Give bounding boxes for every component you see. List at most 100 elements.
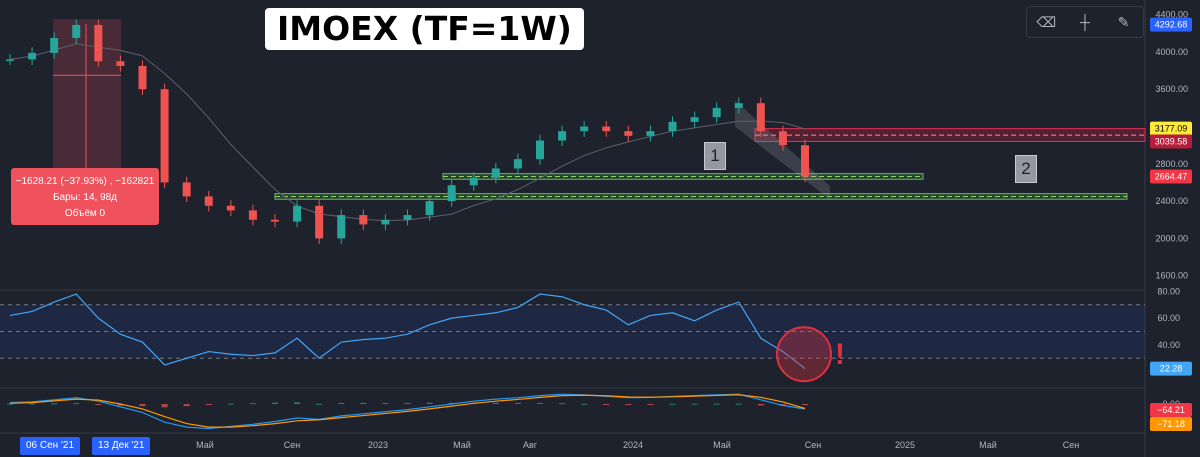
macd-histogram-bar [183, 404, 190, 407]
macd-histogram-bar [382, 402, 389, 404]
macd-histogram-bar [404, 402, 411, 404]
macd-histogram-bar [272, 402, 278, 404]
x-axis-label: Май [979, 440, 997, 450]
x-axis-label: 2024 [623, 440, 643, 450]
price-tag [1150, 134, 1192, 149]
macd-histogram-bar [802, 404, 808, 405]
x-badge-right: 13 Дек '21 [92, 437, 151, 455]
macd-tag [1150, 417, 1192, 431]
macd-histogram-bar [713, 403, 720, 405]
price-tag [1150, 169, 1192, 184]
macd-histogram-bar [139, 404, 146, 407]
rsi-tick-label: 60.00 [1157, 313, 1180, 323]
price-tag-label: 3177.09 [1155, 124, 1188, 134]
macd-histogram-bar [735, 403, 742, 405]
candle-body [50, 37, 59, 53]
macd-histogram-bar [492, 402, 499, 404]
candle-body [756, 103, 765, 132]
candle-body [624, 131, 633, 136]
macd-histogram-bar [691, 403, 698, 405]
zone-label-2: 2 [1015, 155, 1037, 183]
macd-histogram-bar [757, 404, 764, 406]
measure-bars: Бары: 14, 98д [52, 192, 118, 203]
macd-histogram-bar [603, 404, 610, 405]
candle-body [72, 24, 81, 38]
x-axis-label: Май [453, 440, 471, 450]
macd-histogram-bar [537, 402, 543, 404]
candle-body [491, 168, 500, 178]
macd-tag [1150, 403, 1192, 417]
x-badge-left: 06 Сен '21 [20, 437, 81, 455]
candle-body [536, 140, 544, 160]
measure-change: −1628.21 (−37.93%) , −162821 [15, 176, 155, 187]
macd-histogram-bar [647, 404, 654, 405]
price-tick-label: 1600.00 [1155, 271, 1188, 281]
macd-tag-label: −71.18 [1157, 419, 1185, 429]
candle-body [734, 103, 743, 108]
macd-histogram-bar [73, 403, 80, 405]
crosshair-icon[interactable]: ┼ [1080, 14, 1090, 30]
macd-histogram-bar [29, 403, 36, 405]
candle-body [94, 24, 103, 62]
signal-line [9, 394, 806, 428]
rsi-tick-label: 40.00 [1157, 340, 1180, 350]
candle-body [248, 210, 257, 220]
zone-label-1: 1 [704, 142, 726, 170]
rsi-tick-label: 80.00 [1157, 286, 1180, 296]
x-axis-label: 2023 [368, 440, 388, 450]
candle-body [690, 117, 699, 122]
candle-body [160, 89, 169, 183]
candle-body [668, 121, 677, 132]
x-axis-label: 2025 [895, 440, 915, 450]
candle-body [602, 126, 611, 132]
price-tick-label: 2800.00 [1155, 159, 1188, 169]
price-tick-label: 2000.00 [1155, 233, 1188, 243]
x-axis-label: Сен [805, 440, 822, 450]
macd-histogram-bar [205, 404, 212, 405]
candle-body [778, 131, 787, 146]
macd-histogram-bar [316, 403, 323, 405]
candle-body [447, 185, 456, 202]
candle-body [293, 205, 302, 222]
chart-title: IMOEX (TF=1W) [265, 8, 584, 50]
candle-body [337, 215, 346, 239]
price-tag-label: 3039.58 [1155, 136, 1188, 146]
brush-icon[interactable]: ✎ [1117, 13, 1130, 30]
rsi-tag [1150, 361, 1192, 376]
macd-histogram-bar [117, 404, 124, 406]
candle-body [182, 182, 191, 197]
candle-body [425, 201, 434, 216]
macd-histogram-bar [7, 403, 13, 405]
eraser-icon[interactable]: ⌫ [1036, 13, 1057, 30]
candle-body [271, 219, 279, 222]
candle-body [6, 59, 14, 61]
x-axis-label: Май [713, 440, 731, 450]
price-tick-label: 4400.00 [1155, 10, 1188, 20]
macd-histogram-bar [95, 404, 102, 405]
macd-histogram-bar [360, 402, 367, 404]
candle-body [381, 219, 390, 225]
macd-histogram-bar [559, 403, 566, 405]
macd-histogram-bar [294, 402, 301, 404]
price-tick-label: 3600.00 [1155, 84, 1188, 94]
candle-body [204, 196, 213, 206]
macd-histogram-bar [514, 402, 521, 404]
candle-body [469, 177, 478, 186]
candle-body [315, 205, 324, 239]
candle-body [28, 52, 37, 60]
candle-body [558, 131, 567, 141]
macd-histogram-bar [161, 404, 168, 408]
macd-histogram-bar [448, 402, 455, 404]
rsi-alert-circle [776, 326, 832, 383]
macd-histogram-bar [249, 403, 256, 405]
macd-histogram-bar [669, 403, 676, 405]
price-tick-label: 4000.00 [1155, 47, 1188, 57]
candle-body [646, 131, 655, 136]
macd-tag-label: −64.21 [1157, 405, 1185, 415]
x-axis-label: Сен [284, 440, 301, 450]
alert-mark: ! [835, 338, 845, 371]
candle-body [138, 65, 147, 90]
candle-body [513, 159, 522, 169]
